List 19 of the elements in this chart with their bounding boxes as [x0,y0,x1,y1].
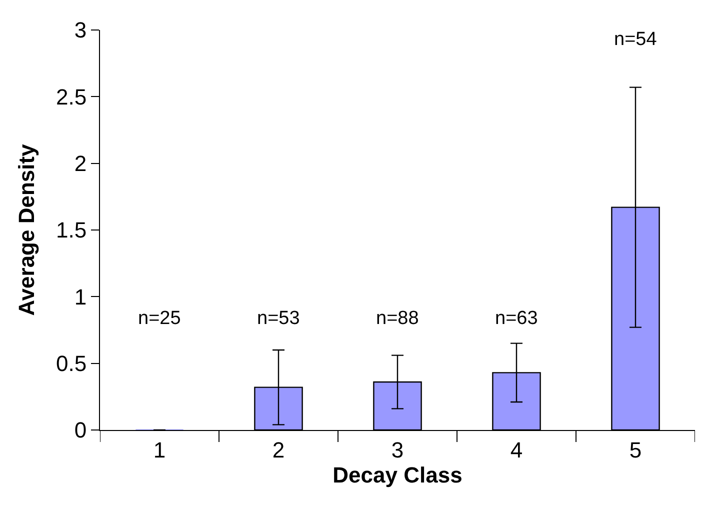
x-tick-label: 4 [510,437,523,462]
annotation: n=54 [614,29,658,50]
annotation: n=25 [138,308,181,329]
annotation: n=53 [257,308,300,329]
x-tick-label: 2 [272,437,285,462]
y-tick-label: 3 [74,18,87,43]
x-axis-title: Decay Class [332,462,462,488]
y-tick-label: 2.5 [56,84,87,110]
y-tick-label: 1 [74,284,87,310]
x-tick-label: 1 [153,437,166,462]
y-tick-label: 2 [74,151,87,176]
x-tick-label: 5 [629,437,642,462]
annotation: n=88 [376,308,419,329]
y-axis-title: Average Density [14,143,39,316]
y-tick-label: 0 [74,418,87,443]
x-tick-label: 3 [391,437,404,462]
y-tick-label: 0.5 [56,351,87,376]
annotation: n=63 [495,308,538,329]
y-tick-label: 1.5 [56,218,87,243]
